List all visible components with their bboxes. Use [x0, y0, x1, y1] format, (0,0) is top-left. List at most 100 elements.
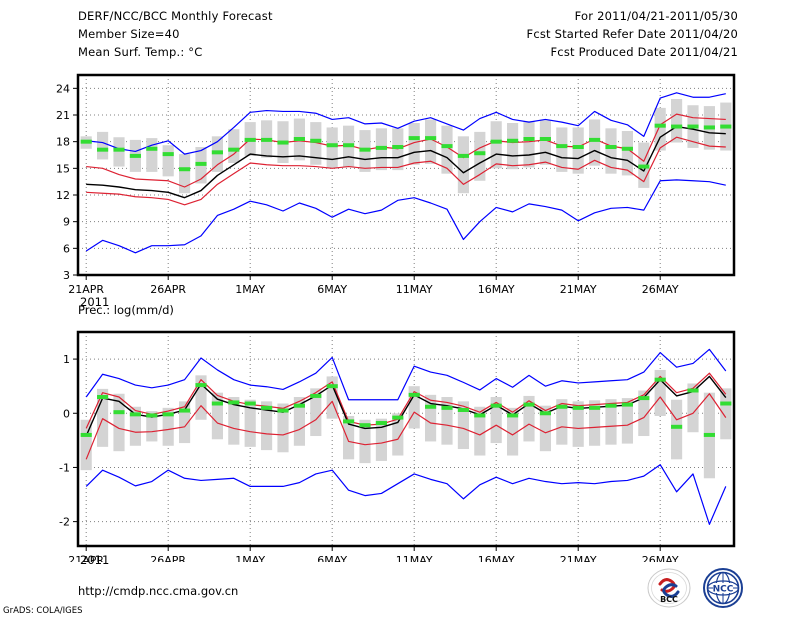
- ensemble-spread-bar: [654, 107, 666, 151]
- ensemble-spread-bar: [146, 138, 158, 172]
- x-axis-tick-label: 6MAY: [317, 554, 347, 562]
- temperature-plot: 21APR 26APR 1MAY 6MAY 11MAY 16MAY 21MAY 26MAY 3 6…: [56, 73, 736, 296]
- ensemble-spread-bar: [162, 145, 174, 177]
- plot-frame: [76, 330, 736, 548]
- y-axis-tick-label: 15: [56, 162, 70, 175]
- precip-axis-year-label: 2011: [80, 553, 110, 567]
- ensemble-spread-bar: [457, 136, 469, 194]
- ensemble-spread-bar: [556, 399, 568, 445]
- plot-frame: [76, 73, 736, 277]
- precip-plot: 21APR 26APR 1MAY 6MAY 11MAY 16MAY 21MAY 26MAY -2…: [59, 330, 736, 562]
- forecast-start-date-label: Fcst Started Refer Date 2011/04/20: [526, 27, 738, 41]
- ensemble-spread-bar: [621, 131, 633, 176]
- y-axis-tick-label: 3: [63, 269, 70, 282]
- series-line-q_lower: [85, 393, 727, 460]
- ensemble-spread-bar: [179, 154, 191, 194]
- variable-label: Mean Surf. Temp.: °C: [78, 45, 203, 59]
- x-axis-tick-label: 1MAY: [235, 283, 265, 296]
- precip-chart-panel: 21APR 26APR 1MAY 6MAY 11MAY 16MAY 21MAY 26MAY -2…: [0, 322, 800, 562]
- ensemble-spread-bar: [425, 119, 437, 164]
- ensemble-spread-bar: [539, 405, 551, 452]
- ensemble-spread-bar: [720, 388, 732, 440]
- ensemble-spread-bar: [638, 390, 650, 437]
- bcc-logo-icon: BCC: [647, 568, 691, 608]
- x-axis-tick-label: 16MAY: [478, 554, 515, 562]
- ensemble-spread-bar: [359, 419, 371, 464]
- x-axis-tick-label: 26APR: [150, 554, 186, 562]
- x-axis-tick-label: 26MAY: [642, 283, 679, 296]
- ensemble-spread-bar: [589, 119, 601, 166]
- x-axis-tick-label: 26MAY: [642, 554, 679, 562]
- ensemble-spread-bar: [113, 137, 125, 167]
- ensemble-spread-bar: [228, 397, 240, 445]
- y-axis-tick-label: 12: [56, 189, 70, 202]
- ensemble-spread-bar: [523, 121, 535, 168]
- ensemble-spread-bar: [408, 123, 420, 165]
- ensemble-spread-bar: [605, 128, 617, 174]
- x-axis-tick-label: 6MAY: [317, 283, 347, 296]
- y-axis-tick-label: 1: [63, 353, 70, 366]
- logo-group: BCC NCC: [647, 568, 743, 608]
- temperature-chart-panel: 21APR 26APR 1MAY 6MAY 11MAY 16MAY 21MAY 26MAY 3 6…: [0, 62, 800, 302]
- series-line-mean: [85, 375, 727, 437]
- ensemble-spread-bar: [113, 393, 125, 452]
- y-axis-tick-label: 6: [63, 242, 70, 255]
- ensemble-spread-bar: [441, 397, 453, 445]
- x-axis-tick-label: 21MAY: [560, 554, 597, 562]
- forecast-produced-date-label: Fcst Produced Date 2011/04/21: [550, 45, 738, 59]
- source-url[interactable]: http://cmdp.ncc.cma.gov.cn: [78, 584, 239, 598]
- member-size-label: Member Size=40: [78, 27, 180, 41]
- ensemble-spread-bar: [326, 127, 338, 169]
- series-line-q_lower: [86, 136, 726, 206]
- ensemble-spread-bar: [539, 120, 551, 165]
- ensemble-spread-bar: [556, 127, 568, 172]
- ensemble-spread-bar: [408, 386, 420, 429]
- ensemble-spread-bar: [425, 394, 437, 442]
- series-line-min: [85, 464, 727, 525]
- y-axis-tick-label: -2: [59, 516, 70, 529]
- ensemble-spread-bar: [474, 406, 486, 456]
- ensemble-spread-bar: [687, 383, 699, 433]
- ensemble-spread-bar: [343, 415, 355, 460]
- ensemble-spread-bar: [310, 388, 322, 437]
- ensemble-spread-bar: [621, 398, 633, 444]
- forecast-title: DERF/NCC/BCC Monthly Forecast: [78, 9, 273, 23]
- series-line-max: [86, 92, 726, 155]
- x-axis-tick-label: 11MAY: [396, 554, 433, 562]
- bcc-logo-text: BCC: [660, 595, 678, 604]
- agency-logos: BCC NCC: [645, 568, 750, 608]
- ensemble-spread-bar: [457, 401, 469, 450]
- ensemble-spread-bar: [375, 418, 387, 461]
- ensemble-spread-bar: [129, 406, 141, 446]
- ensemble-spread-bar: [671, 99, 683, 143]
- ensemble-spread-bar: [195, 375, 207, 420]
- y-axis-tick-label: 24: [56, 82, 70, 95]
- ensemble-spread-bar: [228, 129, 240, 163]
- x-axis-tick-label: 21APR: [68, 283, 104, 296]
- y-axis-tick-label: 0: [63, 407, 70, 420]
- series-line-min: [85, 179, 726, 254]
- ncc-logo-text: NCC: [713, 585, 734, 595]
- x-axis-tick-label: 21APR: [68, 554, 104, 562]
- ensemble-spread-bar: [392, 413, 404, 456]
- series-line-q_upper: [85, 372, 727, 429]
- ensemble-spread-bar: [523, 395, 535, 442]
- series-line-q_upper: [86, 113, 726, 188]
- ensemble-spread-bar: [490, 397, 502, 444]
- ensemble-spread-bar: [261, 401, 273, 451]
- ensemble-spread-bar: [80, 419, 92, 471]
- ensemble-spread-bar: [162, 407, 174, 446]
- ensemble-spread-bar: [310, 122, 322, 165]
- series-line-mean: [86, 125, 726, 199]
- ensemble-spread-bar: [490, 121, 502, 169]
- ensemble-spread-bar: [179, 401, 191, 444]
- ensemble-spread-bar: [211, 392, 223, 440]
- ensemble-spread-bar: [605, 399, 617, 445]
- y-axis-tick-label: 9: [63, 216, 70, 229]
- x-axis-tick-label: 1MAY: [235, 554, 265, 562]
- ensemble-spread-bar: [671, 399, 683, 460]
- x-axis-tick-label: 16MAY: [478, 283, 515, 296]
- grads-credit: GrADS: COLA/IGES: [3, 606, 83, 616]
- ensemble-spread-bar: [474, 131, 486, 181]
- ensemble-spread-bar: [326, 376, 338, 419]
